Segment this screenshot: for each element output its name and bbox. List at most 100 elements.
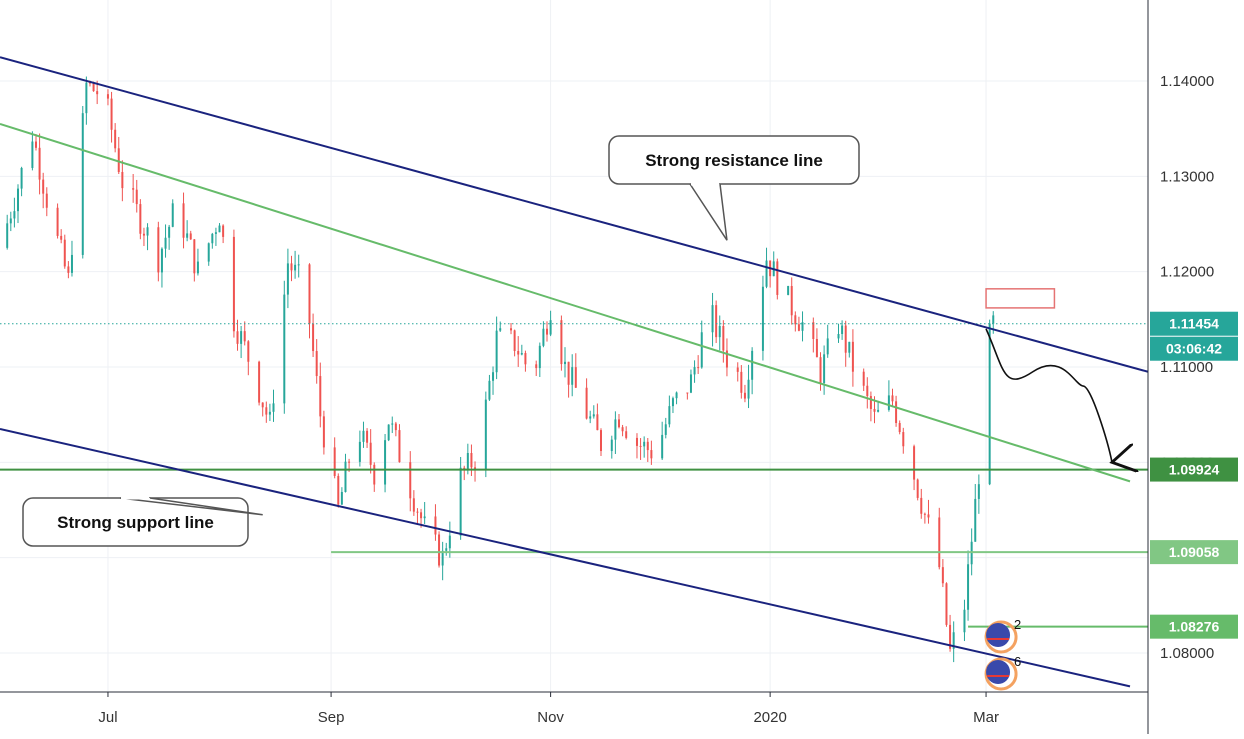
candle-up (146, 227, 149, 236)
candle-down (560, 320, 563, 365)
candle-down (132, 188, 135, 190)
candle-down (938, 517, 941, 568)
candle-up (751, 350, 754, 380)
x-tick-label: Sep (318, 709, 345, 726)
candle-up (445, 548, 448, 551)
candle-up (160, 248, 163, 273)
candle-down (873, 408, 876, 412)
candle-down (535, 364, 538, 369)
price-axis-panel (1148, 0, 1244, 734)
trendline-inner-trend (0, 122, 1131, 483)
candle-down (941, 567, 944, 584)
candle-up (387, 424, 390, 441)
candle-down (794, 315, 797, 325)
callout-pointer (119, 497, 263, 516)
candle-down (398, 430, 401, 463)
candle-down (851, 341, 854, 372)
candle-up (441, 550, 444, 566)
candle-up (340, 491, 343, 505)
candle-down (797, 324, 800, 331)
candle-down (114, 129, 117, 149)
candle-down (409, 462, 412, 499)
candle-up (877, 409, 880, 412)
level-price-tag: 1.08276 (1169, 619, 1220, 635)
candle-down (686, 392, 689, 394)
candle-up (13, 211, 16, 219)
candle-up (549, 320, 552, 335)
candle-up (718, 326, 721, 338)
candle-up (70, 254, 73, 273)
candle-up (218, 225, 221, 233)
candle-up (423, 516, 426, 519)
candle-up (6, 223, 9, 248)
candle-up (297, 264, 300, 266)
level-price-tag: 1.09058 (1169, 544, 1220, 560)
time-axis-panel (0, 692, 1148, 734)
candle-up (977, 484, 980, 499)
trendline-channel-bottom (0, 427, 1131, 688)
candle-up (988, 323, 991, 485)
candle-up (664, 424, 667, 435)
candle-up (610, 439, 613, 452)
candle-up (495, 330, 498, 373)
candle-down (891, 395, 894, 402)
candle-down (736, 367, 739, 372)
countdown-tag-bg (1150, 336, 1238, 361)
candle-up (711, 305, 714, 333)
candle-down (819, 357, 822, 384)
candle-up (801, 322, 804, 331)
candle-down (412, 498, 415, 512)
y-tick-label: 1.13000 (1160, 168, 1214, 185)
candle-down (646, 441, 649, 451)
event-marker-count: 2 (1014, 617, 1021, 632)
candle-down (546, 328, 549, 335)
x-tick-label: 2020 (753, 709, 786, 726)
candle-up (286, 263, 289, 295)
y-tick-label: 1.14000 (1160, 73, 1214, 90)
candle-up (484, 399, 487, 470)
event-marker-flag (986, 660, 1011, 684)
drawings (0, 56, 1149, 688)
current-price-tag-bg (1150, 311, 1238, 336)
candle-up (294, 264, 297, 271)
candle-down (322, 416, 325, 448)
candle-down (56, 207, 59, 236)
candle-up (823, 354, 826, 384)
candle-down (945, 583, 948, 625)
event-marker-ring (984, 620, 1018, 654)
candle-up (384, 440, 387, 485)
candle-up (492, 372, 495, 381)
candle-up (168, 226, 171, 238)
candle-down (599, 430, 602, 452)
candle-down (45, 193, 48, 208)
candle-up (283, 294, 286, 404)
candle-down (898, 422, 901, 433)
candle-up (848, 341, 851, 353)
candle-up (214, 232, 217, 234)
level-price-tag: 1.09924 (1169, 462, 1220, 478)
candle-down (34, 141, 37, 148)
candle-up (488, 380, 491, 400)
candle-down (366, 430, 369, 443)
candle-down (258, 361, 261, 403)
x-tick-label: Mar (973, 709, 999, 726)
candle-up (826, 338, 829, 355)
candle-down (715, 305, 718, 338)
candle-down (463, 467, 466, 470)
candle-up (391, 423, 394, 425)
y-tick-label: 1.11000 (1160, 359, 1213, 376)
candle-down (697, 367, 700, 369)
candle-down (866, 385, 869, 397)
y-tick-label: 1.08000 (1160, 645, 1214, 662)
candle-up (765, 260, 768, 287)
candle-up (272, 403, 275, 412)
candle-down (812, 322, 815, 339)
event-marker-count: 6 (1014, 654, 1021, 669)
callout-text: Strong resistance line (645, 151, 823, 170)
candle-up (589, 416, 592, 419)
candle-down (117, 148, 120, 172)
candle-down (895, 401, 898, 423)
callouts: Strong resistance line Strong support lin… (22, 135, 1021, 691)
candle-down (373, 464, 376, 485)
